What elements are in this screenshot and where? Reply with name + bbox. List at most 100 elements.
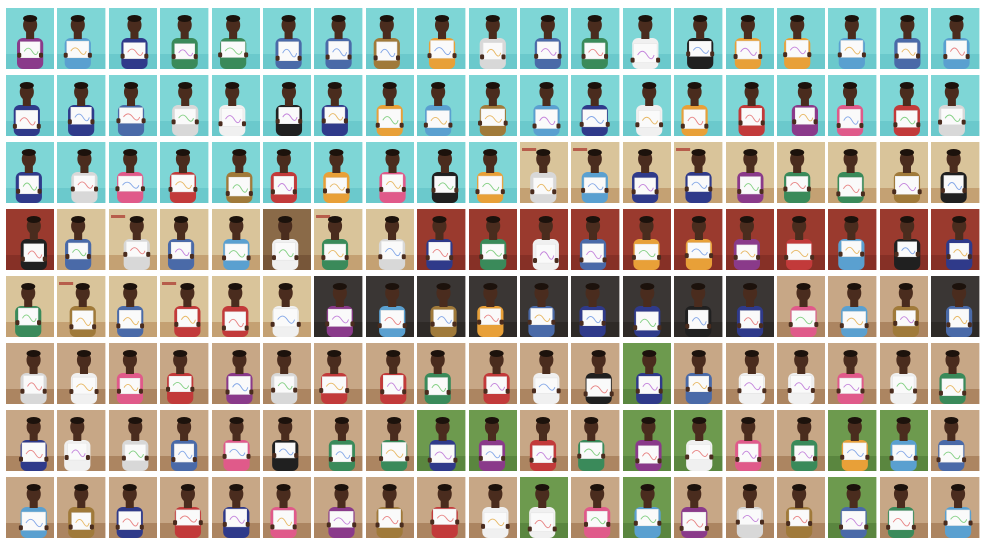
child-hair [641, 82, 657, 89]
drawing-scribble [70, 47, 88, 55]
child-hair [127, 15, 142, 22]
child-neck [640, 166, 649, 173]
drawing-paper [683, 109, 706, 129]
portrait-image [57, 75, 106, 136]
child-hand-left [20, 256, 25, 262]
child-hand-right [913, 455, 918, 461]
child-hand-left [792, 119, 797, 125]
drawing-scribble [539, 251, 555, 260]
child-neck [849, 501, 859, 508]
child-hair [122, 283, 138, 290]
drawing-scribble [953, 315, 968, 325]
child-hand-right [704, 123, 709, 129]
drawing-paper [324, 243, 347, 261]
drawing-scribble [175, 181, 193, 189]
drawing-paper [736, 244, 757, 261]
portrait-image [725, 343, 774, 404]
child-neck [641, 32, 650, 39]
portrait-image [674, 276, 723, 337]
child-hand-right [90, 524, 95, 530]
child-portrait-photo [777, 343, 826, 404]
portrait-image [468, 8, 517, 69]
child-hand-left [532, 123, 537, 129]
child-hair [848, 417, 863, 424]
child-portrait-photo [622, 75, 672, 136]
child-hair [742, 283, 757, 290]
child-neck [438, 32, 447, 39]
child-hand-left [633, 520, 638, 526]
portrait-image [57, 343, 106, 404]
mosaic-row [6, 343, 984, 404]
child-hair [432, 216, 447, 223]
child-hand-right [190, 253, 195, 259]
child-hair [893, 484, 908, 491]
child-portrait-photo [108, 142, 158, 203]
child-portrait-photo [520, 209, 569, 270]
portrait-image [622, 477, 672, 538]
child-hand-right [707, 323, 712, 329]
child-portrait-photo [674, 75, 723, 136]
child-hair [585, 283, 601, 290]
drawing-scribble [25, 518, 43, 528]
child-hair [538, 216, 553, 223]
child-neck [490, 501, 499, 508]
portrait-image [263, 142, 312, 203]
drawing-scribble [843, 383, 860, 391]
child-portrait-photo [314, 410, 363, 471]
child-hand-left [840, 323, 845, 329]
portrait-image [725, 477, 774, 538]
child-portrait-photo [211, 75, 260, 136]
child-hair [843, 149, 859, 156]
child-neck [130, 32, 139, 39]
portrait-image [365, 477, 415, 538]
child-hand-left [838, 52, 843, 58]
drawing-scribble [224, 115, 241, 124]
child-neck [284, 99, 293, 106]
child-neck [797, 367, 806, 374]
child-portrait-photo [263, 75, 312, 136]
child-neck [742, 233, 751, 240]
child-portrait-photo [108, 276, 158, 337]
child-hand-right [505, 523, 510, 529]
child-hand-left [584, 391, 589, 397]
child-hand-left [787, 387, 792, 393]
child-hand-left [631, 189, 636, 195]
portrait-image [622, 75, 672, 136]
child-neck [799, 300, 808, 307]
portrait-image [263, 343, 312, 404]
drawing-paper [688, 375, 710, 392]
child-hair [123, 82, 138, 89]
portrait-image [931, 75, 980, 136]
child-hand-right [915, 251, 920, 257]
child-hand-left [120, 53, 125, 59]
child-neck [179, 166, 188, 173]
portrait-image [879, 276, 929, 337]
child-hand-left [786, 521, 791, 527]
child-portrait-photo [571, 276, 620, 337]
portrait-image [879, 477, 929, 538]
child-hand-right [865, 323, 870, 329]
portrait-image [314, 209, 363, 270]
child-hand-left [116, 388, 121, 394]
drawing-paper [273, 176, 295, 195]
portrait-image [6, 142, 55, 203]
child-hand-right [351, 456, 356, 462]
drawing-scribble [278, 249, 294, 258]
portrait-image [725, 142, 774, 203]
child-hand-right [810, 387, 815, 393]
child-portrait-photo [57, 343, 106, 404]
portrait-image [777, 477, 826, 538]
child-hand-left [893, 320, 898, 326]
child-neck [846, 166, 856, 173]
portrait-image [6, 410, 55, 471]
portrait-image [314, 276, 363, 337]
child-portrait-photo [211, 209, 260, 270]
portrait-image [417, 343, 466, 404]
child-hair [846, 484, 862, 491]
child-hair [281, 15, 296, 22]
child-hand-left [686, 51, 691, 57]
child-hair [384, 283, 400, 290]
portrait-image [314, 343, 363, 404]
child-hair [385, 350, 401, 357]
child-hand-left [584, 521, 589, 527]
